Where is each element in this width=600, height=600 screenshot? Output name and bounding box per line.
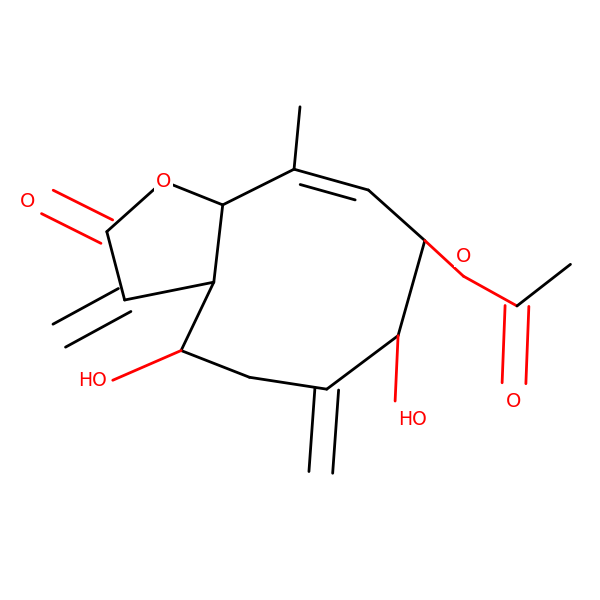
Text: O: O <box>20 193 35 211</box>
Text: O: O <box>456 247 471 266</box>
Text: O: O <box>506 392 521 411</box>
Text: HO: HO <box>398 410 427 429</box>
Text: O: O <box>155 172 171 191</box>
Text: HO: HO <box>78 371 107 390</box>
